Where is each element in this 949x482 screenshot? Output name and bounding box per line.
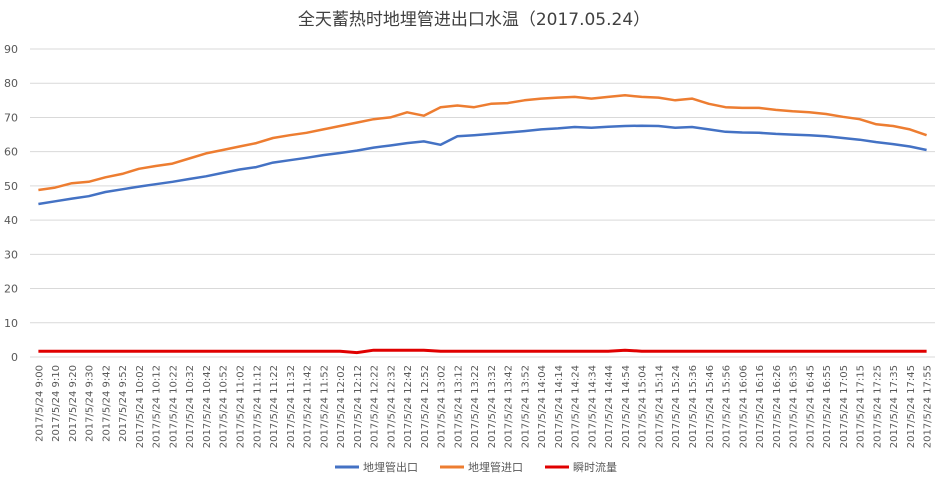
legend-label: 地埋管出口 [363, 460, 418, 474]
y-tick-label: 20 [4, 283, 18, 296]
x-tick-label: 2017/5/24 14:04 [537, 365, 548, 448]
x-tick-label: 2017/5/24 10:42 [202, 365, 213, 448]
y-tick-label: 80 [4, 77, 18, 90]
x-tick-label: 2017/5/24 9:42 [101, 365, 112, 442]
y-tick-label: 50 [4, 180, 18, 193]
x-tick-label: 2017/5/24 13:42 [504, 365, 515, 448]
x-tick-label: 2017/5/24 15:36 [688, 365, 699, 448]
x-tick-label: 2017/5/24 15:56 [722, 365, 733, 448]
x-tick-label: 2017/5/24 11:22 [269, 365, 280, 448]
x-tick-label: 2017/5/24 15:04 [638, 365, 649, 448]
x-tick-label: 2017/5/24 15:46 [705, 365, 716, 448]
x-tick-label: 2017/5/24 15:14 [654, 365, 665, 448]
x-tick-label: 2017/5/24 14:54 [621, 365, 632, 448]
x-tick-label: 2017/5/24 16:35 [789, 365, 800, 448]
x-tick-label: 2017/5/24 13:32 [487, 365, 498, 448]
x-tick-label: 2017/5/24 12:32 [386, 365, 397, 448]
x-tick-label: 2017/5/24 16:55 [822, 365, 833, 448]
x-tick-label: 2017/5/24 10:32 [185, 365, 196, 448]
x-tick-label: 2017/5/24 17:05 [839, 365, 850, 448]
x-tick-label: 2017/5/24 13:12 [453, 365, 464, 448]
chart-title: 全天蓄热时地埋管进出口水温（2017.05.24） [298, 10, 650, 30]
x-tick-label: 2017/5/24 10:22 [168, 365, 179, 448]
x-tick-label: 2017/5/24 11:02 [235, 365, 246, 448]
y-tick-label: 60 [4, 146, 18, 159]
y-tick-label: 40 [4, 214, 18, 227]
series-line [38, 93, 928, 192]
x-tick-label: 2017/5/24 9:52 [118, 365, 129, 442]
x-tick-label: 2017/5/24 17:55 [923, 365, 934, 448]
x-tick-label: 2017/5/24 14:14 [554, 365, 565, 448]
x-tick-label: 2017/5/24 16:16 [755, 365, 766, 448]
x-tick-label: 2017/5/24 12:02 [336, 365, 347, 448]
x-tick-label: 2017/5/24 11:32 [286, 365, 297, 448]
y-tick-label: 0 [11, 351, 18, 364]
series-line [38, 348, 927, 355]
x-tick-label: 2017/5/24 11:42 [303, 365, 314, 448]
x-tick-label: 2017/5/24 9:00 [34, 365, 45, 442]
x-tick-label: 2017/5/24 14:24 [571, 365, 582, 448]
x-tick-label: 2017/5/24 14:34 [587, 365, 598, 448]
x-tick-label: 2017/5/24 9:20 [68, 365, 79, 442]
x-tick-label: 2017/5/24 14:44 [604, 365, 615, 448]
series-line [38, 124, 927, 206]
x-tick-label: 2017/5/24 13:52 [520, 365, 531, 448]
x-tick-label: 2017/5/24 12:22 [370, 365, 381, 448]
x-tick-label: 2017/5/24 17:25 [872, 365, 883, 448]
x-tick-label: 2017/5/24 10:02 [135, 365, 146, 448]
x-tick-label: 2017/5/24 13:02 [437, 365, 448, 448]
y-tick-label: 10 [4, 317, 18, 330]
x-tick-label: 2017/5/24 12:12 [353, 365, 364, 448]
x-tick-label: 2017/5/24 10:12 [152, 365, 163, 448]
x-tick-label: 2017/5/24 12:52 [420, 365, 431, 448]
x-tick-label: 2017/5/24 16:26 [772, 365, 783, 448]
y-tick-label: 30 [4, 248, 18, 261]
x-tick-label: 2017/5/24 16:45 [805, 365, 816, 448]
x-tick-label: 2017/5/24 16:06 [738, 365, 749, 448]
legend-label: 地埋管进口 [468, 460, 523, 474]
x-tick-label: 2017/5/24 9:10 [51, 365, 62, 442]
legend-label: 瞬时流量 [573, 460, 617, 474]
x-tick-label: 2017/5/24 11:12 [252, 365, 263, 448]
x-tick-label: 2017/5/24 17:35 [889, 365, 900, 448]
x-tick-label: 2017/5/24 10:52 [219, 365, 230, 448]
y-tick-label: 70 [4, 111, 18, 124]
x-tick-label: 2017/5/24 12:42 [403, 365, 414, 448]
y-tick-label: 90 [4, 43, 18, 56]
x-tick-label: 2017/5/24 13:22 [470, 365, 481, 448]
x-tick-label: 2017/5/24 9:30 [85, 365, 96, 442]
x-tick-label: 2017/5/24 11:52 [319, 365, 330, 448]
x-tick-label: 2017/5/24 17:15 [856, 365, 867, 448]
x-tick-label: 2017/5/24 17:45 [906, 365, 917, 448]
x-tick-label: 2017/5/24 15:24 [671, 365, 682, 448]
